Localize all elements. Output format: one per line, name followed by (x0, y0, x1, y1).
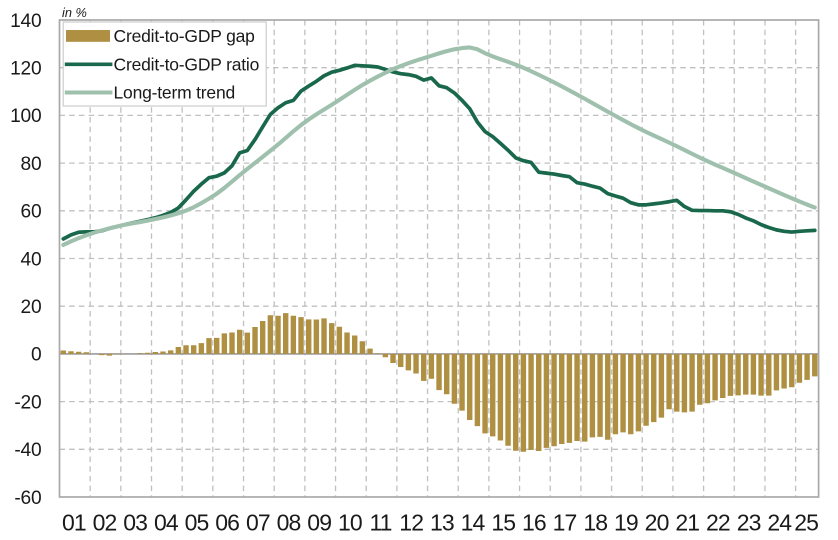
svg-text:14: 14 (461, 509, 486, 535)
svg-text:Credit-to-GDP ratio: Credit-to-GDP ratio (114, 54, 260, 74)
svg-text:19: 19 (614, 509, 638, 535)
svg-text:13: 13 (430, 509, 454, 535)
svg-text:22: 22 (706, 509, 730, 535)
svg-text:140: 140 (10, 11, 41, 32)
svg-text:120: 120 (10, 59, 41, 80)
svg-text:09: 09 (307, 509, 331, 535)
svg-text:16: 16 (522, 509, 546, 535)
svg-text:-40: -40 (14, 440, 41, 461)
svg-text:20: 20 (21, 297, 42, 318)
svg-text:18: 18 (583, 509, 607, 535)
svg-text:17: 17 (553, 509, 577, 535)
svg-text:08: 08 (277, 509, 301, 535)
svg-text:-20: -20 (14, 392, 41, 413)
svg-text:40: 40 (21, 249, 42, 270)
svg-text:01: 01 (62, 509, 86, 535)
svg-text:in %: in % (62, 5, 87, 20)
svg-text:15: 15 (491, 509, 515, 535)
svg-text:Long-term trend: Long-term trend (114, 83, 236, 103)
svg-text:11: 11 (370, 509, 392, 535)
svg-text:04: 04 (154, 509, 179, 535)
svg-text:Credit-to-GDP gap: Credit-to-GDP gap (114, 26, 255, 46)
svg-text:80: 80 (21, 154, 42, 175)
svg-text:05: 05 (185, 509, 209, 535)
svg-text:-60: -60 (14, 488, 41, 509)
svg-text:25: 25 (794, 509, 818, 535)
svg-text:12: 12 (399, 509, 423, 535)
svg-text:07: 07 (246, 509, 270, 535)
svg-text:02: 02 (93, 509, 117, 535)
svg-text:03: 03 (123, 509, 147, 535)
svg-text:06: 06 (215, 509, 239, 535)
svg-text:20: 20 (645, 509, 669, 535)
svg-text:23: 23 (737, 509, 761, 535)
svg-text:0: 0 (31, 345, 41, 366)
svg-text:100: 100 (10, 106, 41, 127)
svg-text:24: 24 (767, 509, 792, 535)
svg-text:10: 10 (338, 509, 362, 535)
svg-text:21: 21 (675, 509, 699, 535)
svg-text:60: 60 (21, 202, 42, 223)
